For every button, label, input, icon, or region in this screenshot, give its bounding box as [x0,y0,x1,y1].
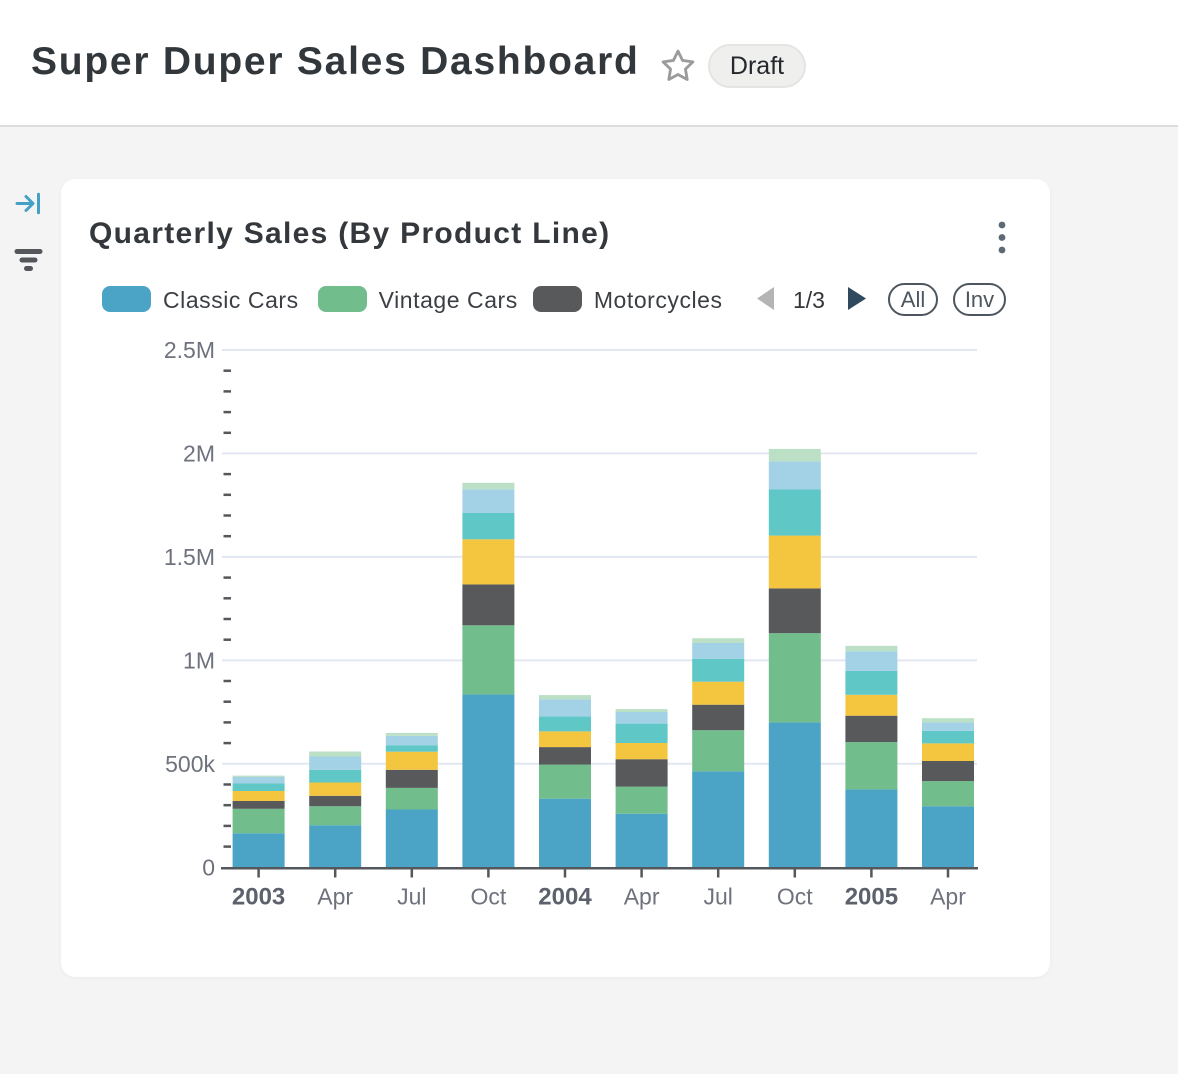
svg-text:500k: 500k [165,751,215,777]
svg-text:2003: 2003 [232,884,285,911]
svg-text:Oct: Oct [471,884,507,910]
svg-text:2005: 2005 [845,884,898,911]
svg-text:1M: 1M [183,648,215,674]
svg-text:0: 0 [202,855,215,881]
svg-text:2004: 2004 [538,884,592,911]
svg-text:Apr: Apr [624,884,660,910]
svg-text:2M: 2M [183,441,215,467]
svg-text:Apr: Apr [930,884,966,910]
svg-text:Jul: Jul [397,884,426,910]
svg-text:1.5M: 1.5M [164,544,215,570]
svg-text:Apr: Apr [317,884,353,910]
svg-text:Jul: Jul [703,884,732,910]
svg-text:Oct: Oct [777,884,813,910]
svg-text:2.5M: 2.5M [164,337,215,363]
